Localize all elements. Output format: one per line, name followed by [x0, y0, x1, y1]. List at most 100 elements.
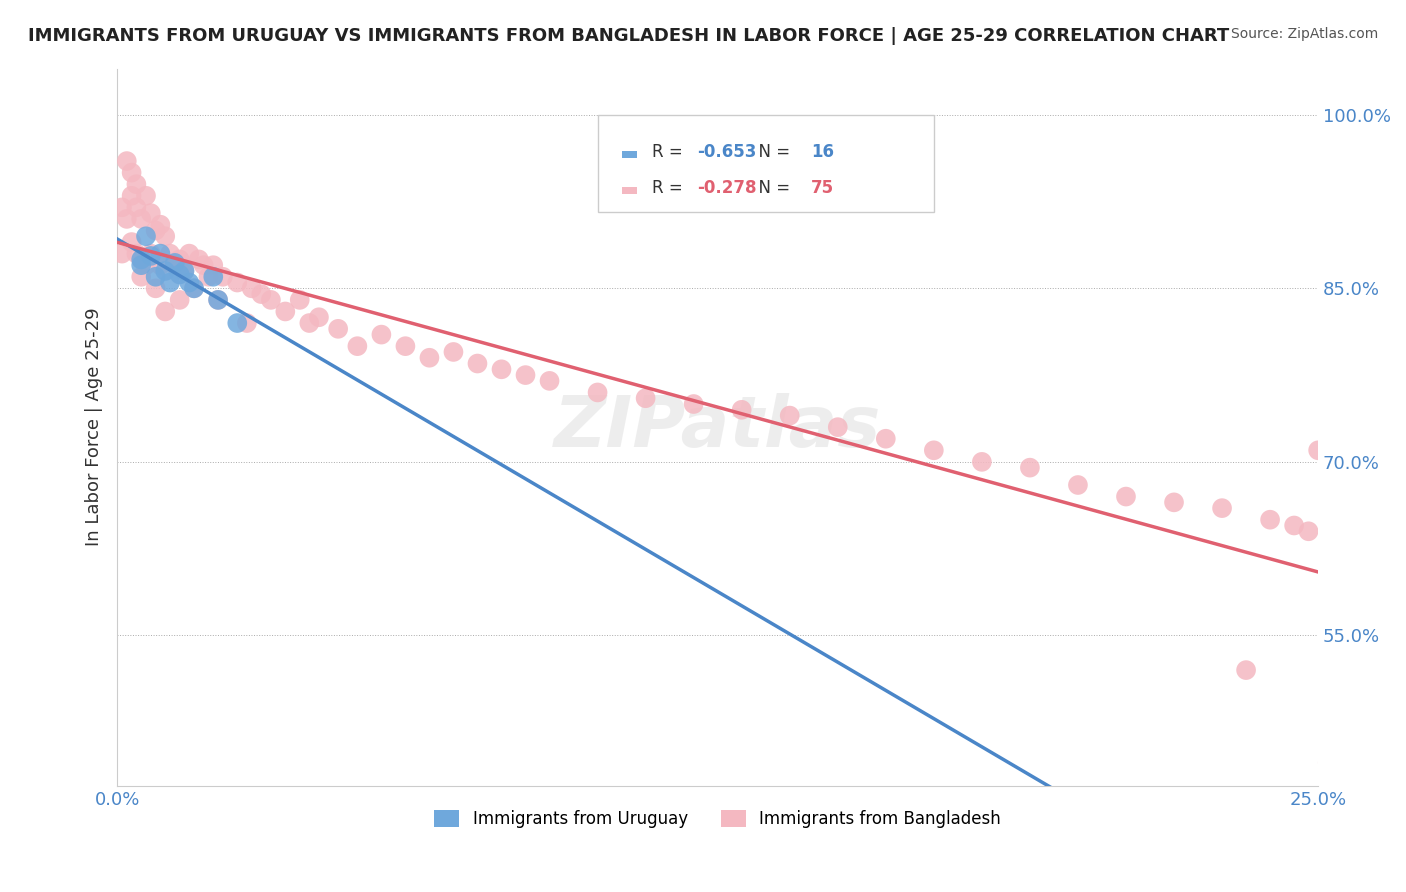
Point: [149, 258, 172, 272]
Point: [125, 246, 148, 260]
Point: [1258, 513, 1281, 527]
Point: [135, 188, 157, 202]
Point: [1163, 495, 1185, 509]
Text: ZIPatlas: ZIPatlas: [554, 392, 882, 462]
Text: R =: R =: [651, 144, 688, 161]
Point: [135, 229, 157, 244]
Text: Source: ZipAtlas.com: Source: ZipAtlas.com: [1230, 27, 1378, 41]
Point: [121, 235, 143, 249]
Point: [346, 339, 368, 353]
Point: [538, 374, 561, 388]
Point: [202, 258, 225, 272]
Bar: [621, 151, 637, 158]
Point: [135, 258, 157, 272]
Point: [226, 316, 249, 330]
Point: [139, 246, 162, 260]
Point: [875, 432, 897, 446]
Point: [183, 281, 205, 295]
Point: [240, 281, 263, 295]
Point: [394, 339, 416, 353]
Point: [515, 368, 537, 383]
Point: [202, 269, 225, 284]
Point: [418, 351, 440, 365]
Point: [149, 246, 172, 260]
Point: [155, 304, 177, 318]
Point: [682, 397, 704, 411]
Point: [586, 385, 609, 400]
Point: [169, 268, 191, 282]
Point: [187, 252, 209, 267]
Point: [731, 402, 754, 417]
Point: [922, 443, 945, 458]
Point: [1019, 460, 1042, 475]
Point: [163, 256, 186, 270]
Point: [139, 206, 162, 220]
Point: [111, 200, 134, 214]
Text: IMMIGRANTS FROM URUGUAY VS IMMIGRANTS FROM BANGLADESH IN LABOR FORCE | AGE 25-29: IMMIGRANTS FROM URUGUAY VS IMMIGRANTS FR…: [28, 27, 1229, 45]
Text: 75: 75: [811, 179, 835, 197]
Point: [155, 264, 177, 278]
Point: [274, 304, 297, 318]
Point: [129, 211, 152, 226]
Point: [779, 409, 801, 423]
Point: [163, 258, 186, 272]
Point: [179, 276, 201, 290]
Point: [1234, 663, 1257, 677]
Point: [443, 345, 465, 359]
Point: [288, 293, 311, 307]
Y-axis label: In Labor Force | Age 25-29: In Labor Force | Age 25-29: [86, 308, 103, 547]
Point: [145, 223, 167, 237]
Point: [328, 322, 350, 336]
Text: 16: 16: [811, 144, 834, 161]
Point: [129, 252, 152, 267]
Point: [111, 246, 134, 260]
FancyBboxPatch shape: [598, 115, 934, 212]
Point: [173, 264, 195, 278]
Point: [155, 229, 177, 244]
Point: [121, 166, 143, 180]
Point: [125, 200, 148, 214]
Point: [115, 211, 138, 226]
Point: [129, 258, 152, 272]
Point: [1282, 518, 1305, 533]
Text: -0.278: -0.278: [697, 179, 756, 197]
Point: [467, 357, 489, 371]
Legend: Immigrants from Uruguay, Immigrants from Bangladesh: Immigrants from Uruguay, Immigrants from…: [427, 804, 1008, 835]
Point: [1316, 756, 1339, 770]
Point: [193, 258, 215, 272]
Point: [145, 269, 167, 284]
Point: [169, 252, 191, 267]
Point: [491, 362, 513, 376]
Point: [827, 420, 849, 434]
Point: [260, 293, 283, 307]
Point: [970, 455, 993, 469]
Point: [159, 276, 181, 290]
Point: [1211, 501, 1233, 516]
Point: [121, 188, 143, 202]
Point: [226, 276, 249, 290]
Point: [634, 391, 657, 405]
Point: [370, 327, 392, 342]
Point: [236, 316, 259, 330]
Point: [1067, 478, 1090, 492]
Point: [115, 154, 138, 169]
Point: [1308, 443, 1330, 458]
Point: [197, 269, 219, 284]
Text: R =: R =: [651, 179, 688, 197]
Point: [298, 316, 321, 330]
Point: [129, 269, 152, 284]
Point: [139, 249, 162, 263]
Text: N =: N =: [748, 144, 794, 161]
Point: [173, 264, 195, 278]
Point: [125, 178, 148, 192]
Point: [250, 287, 273, 301]
Text: -0.653: -0.653: [697, 144, 756, 161]
Point: [207, 293, 229, 307]
Point: [159, 246, 181, 260]
Point: [1298, 524, 1320, 539]
Point: [183, 281, 205, 295]
Point: [207, 293, 229, 307]
Point: [179, 246, 201, 260]
Text: N =: N =: [748, 179, 794, 197]
Point: [308, 310, 330, 325]
